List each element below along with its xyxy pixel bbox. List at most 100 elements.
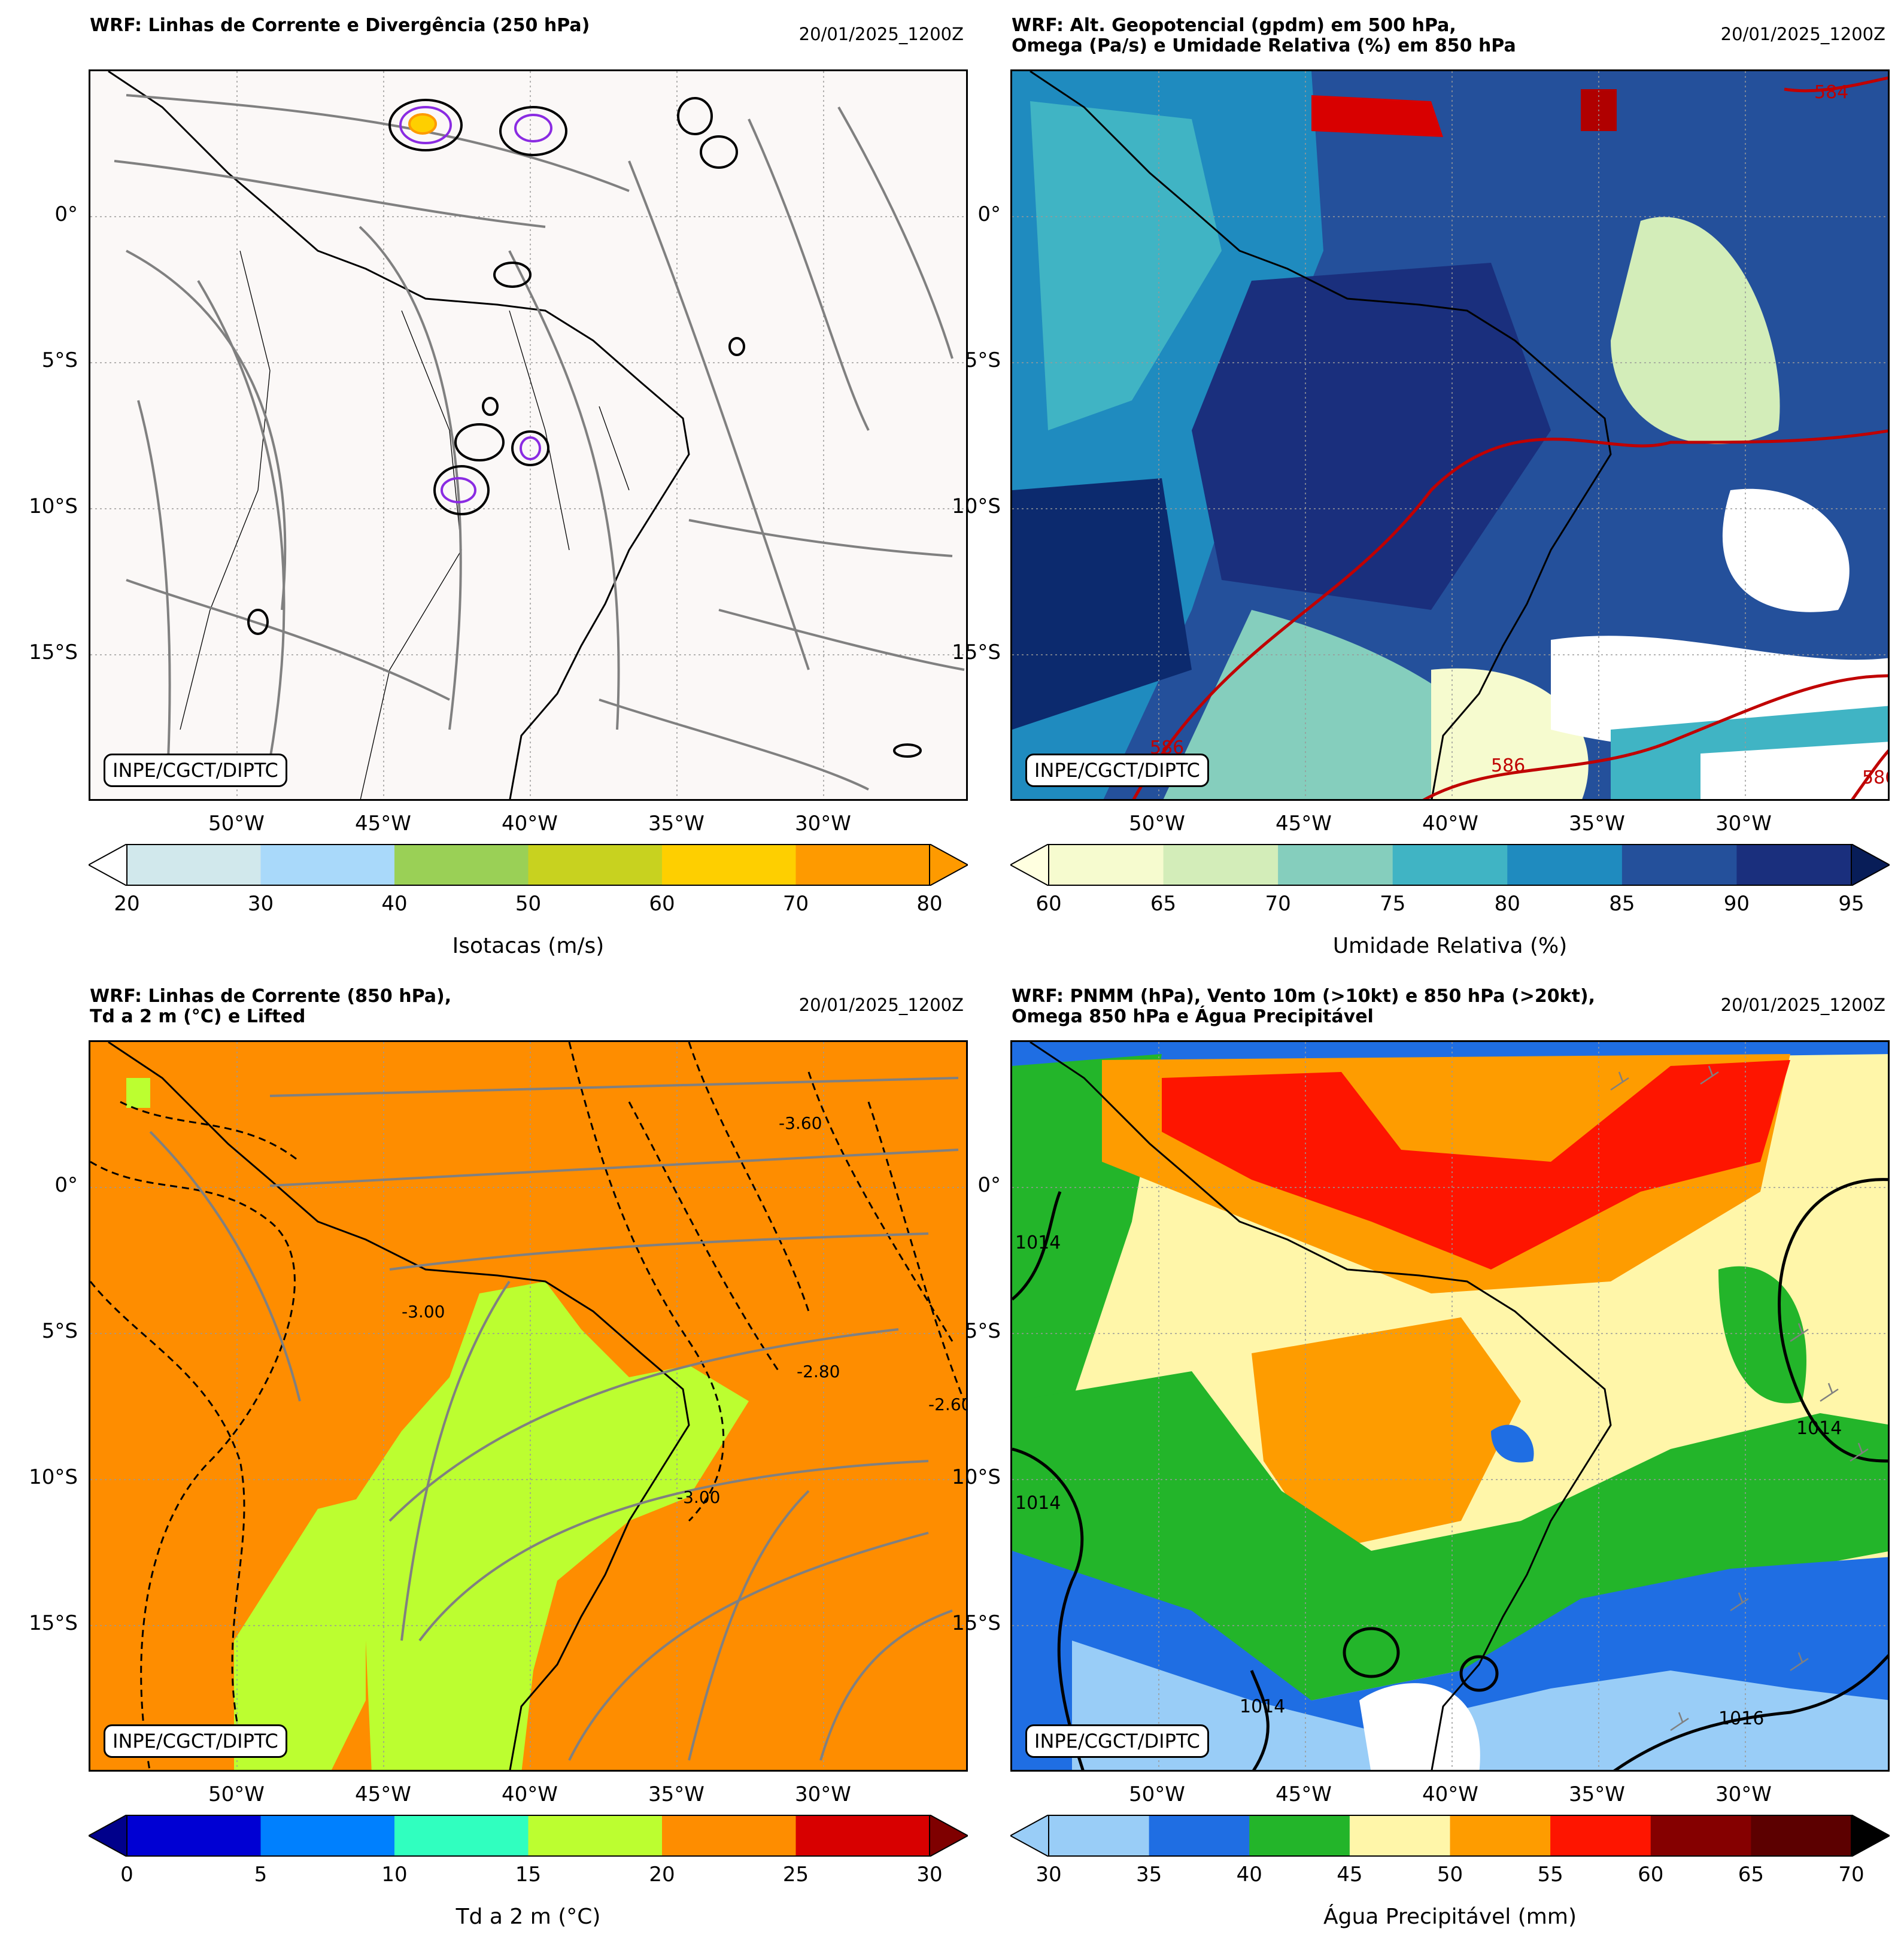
contour-label: 1014 xyxy=(1796,1418,1842,1439)
humidity-fill xyxy=(1012,71,1888,799)
lon-label-40w: 40°W xyxy=(502,1782,558,1806)
colorbar-segment xyxy=(528,844,663,886)
lat-label-5s: 5°S xyxy=(41,1319,78,1343)
contour-label: -3.00 xyxy=(402,1302,445,1322)
colorbar-segment xyxy=(1507,844,1623,886)
colorbar-tick-label: 65 xyxy=(1738,1863,1764,1887)
dewpoint-fill xyxy=(126,1078,749,1770)
colorbar-tick-label: 70 xyxy=(1265,892,1291,916)
map-graphics: -3.60 -3.00 -2.60 -3.00 -2.80 xyxy=(90,1042,966,1770)
colorbar-label: Água Precipitável (mm) xyxy=(1323,1905,1577,1929)
colorbar-tick-label: 75 xyxy=(1380,892,1406,916)
credit-badge: INPE/CGCT/DIPTC xyxy=(104,754,287,787)
credit-badge: INPE/CGCT/DIPTC xyxy=(1025,754,1209,787)
lat-label-10s: 10°S xyxy=(952,494,1001,518)
lon-label-50w: 50°W xyxy=(208,1782,265,1806)
colorbar: Umidade Relativa (%) 60 65 70 75 80 85 90 95 xyxy=(1010,844,1890,958)
lon-label-45w: 45°W xyxy=(355,812,411,836)
colorbar-segment xyxy=(127,844,261,886)
graticule xyxy=(1012,1042,1888,1770)
map-graphics: 1014 1014 1014 1014 1016 xyxy=(1012,1042,1888,1770)
colorbar-tick-label: 20 xyxy=(114,892,140,916)
colorbar-label: Isotacas (m/s) xyxy=(452,934,605,958)
panel-title: WRF: Linhas de Corrente e Divergência (2… xyxy=(90,15,590,36)
colorbar-tick-label: 90 xyxy=(1723,892,1750,916)
colorbar-tick-label: 85 xyxy=(1609,892,1635,916)
streamlines xyxy=(114,94,965,791)
lon-label-50w: 50°W xyxy=(1129,812,1185,836)
colorbar-tick-label: 60 xyxy=(1035,892,1062,916)
colorbar-tick-label: 50 xyxy=(1437,1863,1463,1887)
colorbar-segment xyxy=(394,1815,529,1857)
colorbar: Td a 2 m (°C) 0 5 10 15 20 25 30 xyxy=(89,1815,968,1929)
credit-badge: INPE/CGCT/DIPTC xyxy=(1025,1724,1209,1758)
map-area: -3.60 -3.00 -2.60 -3.00 -2.80 INPE/CGCT/… xyxy=(89,1040,968,1772)
colorbar-segment xyxy=(260,1815,395,1857)
colorbar: Água Precipitável (mm) 30 35 40 45 50 55 60 65 7… xyxy=(1010,1815,1890,1929)
colorbar-label: Td a 2 m (°C) xyxy=(455,1905,601,1929)
colorbar-segment xyxy=(1650,1815,1751,1857)
colorbar-segment xyxy=(1736,844,1852,886)
contour-label: 584 xyxy=(1814,82,1848,103)
lon-label-50w: 50°W xyxy=(1129,1782,1185,1806)
graticule xyxy=(90,1042,966,1770)
colorbar-segment xyxy=(1621,844,1737,886)
colorbar-tick-label: 5 xyxy=(254,1863,268,1887)
lat-label-10s: 10°S xyxy=(29,1465,78,1489)
colorbar-segment xyxy=(1149,1815,1250,1857)
colorbar-max-extend xyxy=(1851,1815,1890,1857)
lon-label-40w: 40°W xyxy=(1422,812,1478,836)
colorbar-segment xyxy=(1349,1815,1450,1857)
lon-label-30w: 30°W xyxy=(795,812,851,836)
panel-title: WRF: Linhas de Corrente (850 hPa), Td a … xyxy=(90,986,452,1027)
colorbar-segment xyxy=(260,844,395,886)
colorbar-tick-label: 80 xyxy=(916,892,943,916)
panel-date: 20/01/2025_1200Z xyxy=(1720,24,1885,44)
lat-label-0: 0° xyxy=(54,202,78,226)
colorbar-tick-label: 50 xyxy=(515,892,542,916)
lat-label-0: 0° xyxy=(977,1173,1001,1197)
borders xyxy=(180,250,630,799)
pressure-contours xyxy=(1012,1178,1888,1770)
colorbar-segment xyxy=(394,844,529,886)
lat-label-15s: 15°S xyxy=(29,1611,78,1635)
map-graphics xyxy=(90,71,966,799)
colorbar: Isotacas (m/s) 20 30 40 50 60 70 80 xyxy=(89,844,968,958)
colorbar-segment xyxy=(795,844,930,886)
colorbar-tick-label: 70 xyxy=(1838,1863,1864,1887)
contour-label: 586 xyxy=(1862,767,1890,788)
colorbar-tick-label: 30 xyxy=(247,892,274,916)
contour-label: -2.80 xyxy=(797,1362,840,1381)
coastline xyxy=(1030,71,1612,799)
lon-label-45w: 45°W xyxy=(355,1782,411,1806)
colorbar-tick-label: 65 xyxy=(1150,892,1177,916)
contour-label: 1014 xyxy=(1240,1696,1285,1717)
colorbar-tick-label: 40 xyxy=(381,892,408,916)
colorbar-tick-label: 0 xyxy=(120,1863,133,1887)
map-area: 1014 1014 1014 1014 1016 INPE/CGCT/DIPTC xyxy=(1010,1040,1890,1772)
lon-label-35w: 35°W xyxy=(1569,1782,1625,1806)
colorbar-segment xyxy=(1392,844,1508,886)
colorbar-segment xyxy=(662,844,796,886)
lat-label-0: 0° xyxy=(977,202,1001,226)
colorbar-segment xyxy=(1450,1815,1551,1857)
map-area: 584 586 586 586 INPE/CGCT/DIPTC xyxy=(1010,69,1890,801)
lat-label-15s: 15°S xyxy=(952,1611,1001,1635)
colorbar-segment xyxy=(127,1815,261,1857)
coastline xyxy=(108,71,690,799)
colorbar-label: Umidade Relativa (%) xyxy=(1332,934,1568,958)
colorbar-tick-label: 25 xyxy=(782,1863,809,1887)
colorbar-min-extend xyxy=(1010,844,1049,886)
colorbar-tick-label: 60 xyxy=(649,892,675,916)
lat-label-15s: 15°S xyxy=(29,640,78,664)
contour-label: 1016 xyxy=(1718,1708,1764,1729)
colorbar-max-extend xyxy=(929,844,968,886)
geopotential-contours xyxy=(1132,76,1888,799)
colorbar-tick-label: 45 xyxy=(1337,1863,1363,1887)
colorbar-min-extend xyxy=(1010,1815,1049,1857)
colorbar-tick-label: 95 xyxy=(1838,892,1864,916)
colorbar-tick-label: 55 xyxy=(1537,1863,1563,1887)
lon-label-35w: 35°W xyxy=(648,1782,704,1806)
map-graphics: 584 586 586 586 xyxy=(1012,71,1890,799)
contour-label: 586 xyxy=(1491,755,1525,776)
